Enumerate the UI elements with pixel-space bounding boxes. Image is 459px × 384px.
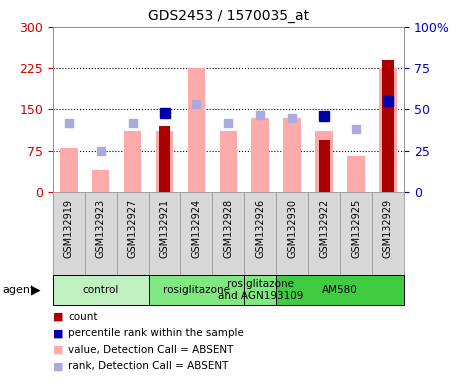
Text: count: count xyxy=(68,312,97,322)
Bar xyxy=(347,156,365,192)
Text: GSM132928: GSM132928 xyxy=(224,199,233,258)
Bar xyxy=(188,68,205,192)
Bar xyxy=(283,118,301,192)
FancyBboxPatch shape xyxy=(53,275,149,305)
Text: GSM132927: GSM132927 xyxy=(128,199,138,258)
FancyBboxPatch shape xyxy=(149,275,244,305)
FancyBboxPatch shape xyxy=(244,275,276,305)
Text: rosiglitazone
and AGN193109: rosiglitazone and AGN193109 xyxy=(218,279,303,301)
Text: GSM132922: GSM132922 xyxy=(319,199,329,258)
Text: ■: ■ xyxy=(53,361,63,371)
Text: value, Detection Call = ABSENT: value, Detection Call = ABSENT xyxy=(68,345,233,355)
Text: rank, Detection Call = ABSENT: rank, Detection Call = ABSENT xyxy=(68,361,228,371)
Bar xyxy=(92,170,109,192)
Text: GSM132929: GSM132929 xyxy=(383,199,393,258)
Text: GSM132930: GSM132930 xyxy=(287,199,297,258)
Text: ■: ■ xyxy=(53,345,63,355)
Bar xyxy=(159,126,170,192)
Text: GSM132924: GSM132924 xyxy=(191,199,202,258)
Text: ▶: ▶ xyxy=(31,283,41,296)
Text: GSM132919: GSM132919 xyxy=(64,199,74,258)
Text: rosiglitazone: rosiglitazone xyxy=(163,285,230,295)
Bar xyxy=(60,148,78,192)
Text: agent: agent xyxy=(2,285,35,295)
Bar xyxy=(319,140,330,192)
Text: GSM132923: GSM132923 xyxy=(95,199,106,258)
Text: AM580: AM580 xyxy=(322,285,358,295)
Text: GSM132926: GSM132926 xyxy=(255,199,265,258)
Text: percentile rank within the sample: percentile rank within the sample xyxy=(68,328,244,338)
Text: ■: ■ xyxy=(53,328,63,338)
Bar xyxy=(382,60,393,192)
Bar xyxy=(156,131,174,192)
Text: control: control xyxy=(83,285,119,295)
Title: GDS2453 / 1570035_at: GDS2453 / 1570035_at xyxy=(148,9,309,23)
Text: GSM132921: GSM132921 xyxy=(160,199,169,258)
Bar xyxy=(379,68,397,192)
FancyBboxPatch shape xyxy=(276,275,404,305)
Text: ■: ■ xyxy=(53,312,63,322)
Bar xyxy=(124,131,141,192)
Bar xyxy=(252,118,269,192)
Bar xyxy=(315,131,333,192)
Text: GSM132925: GSM132925 xyxy=(351,199,361,258)
Bar xyxy=(219,131,237,192)
